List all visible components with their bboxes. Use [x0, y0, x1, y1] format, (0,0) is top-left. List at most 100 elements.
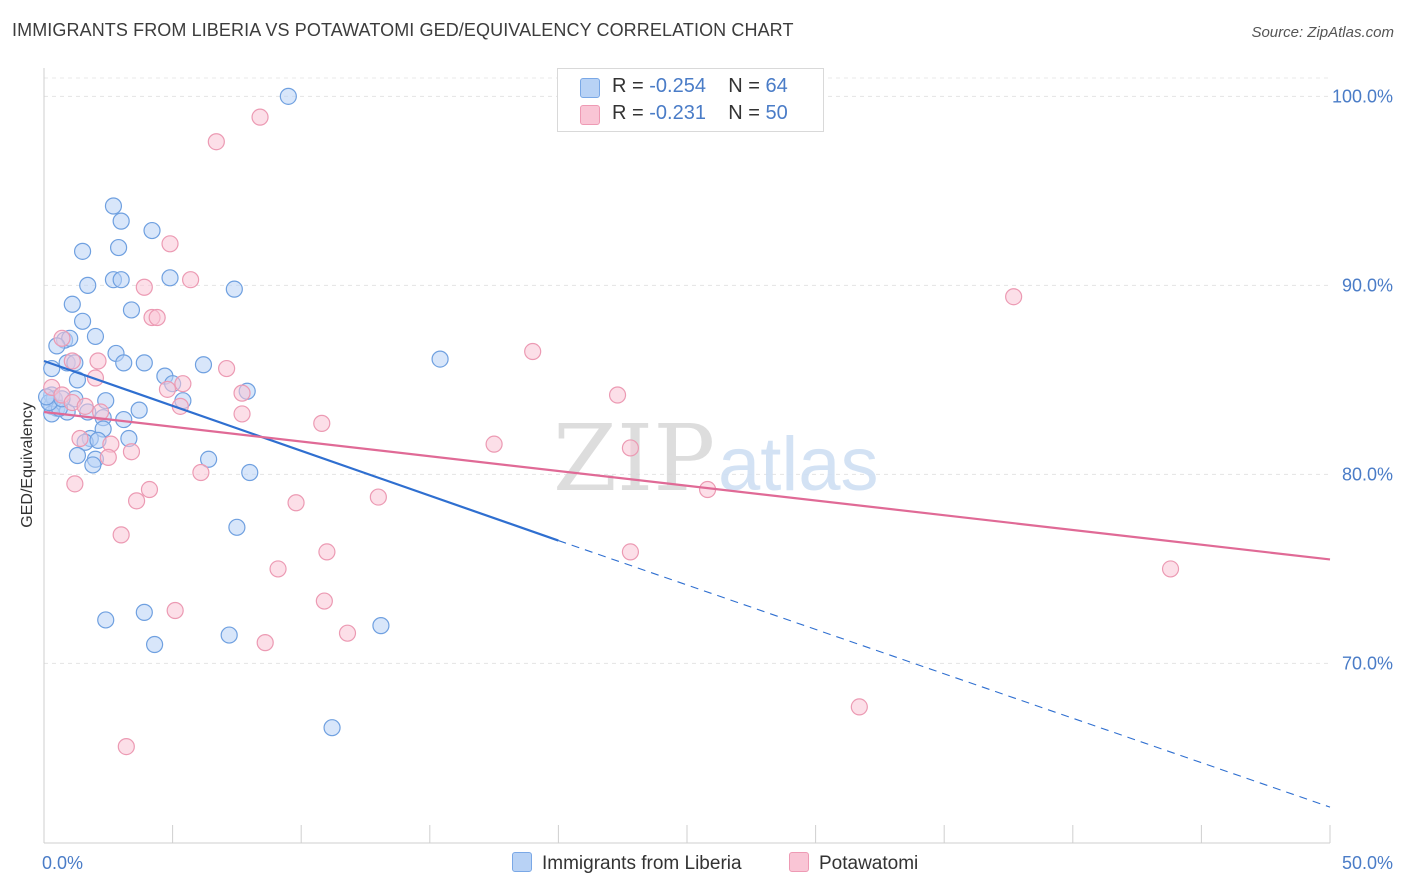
point-series0-56 — [135, 603, 153, 621]
point-series1-30 — [192, 463, 210, 482]
point-series0-5 — [73, 242, 92, 260]
point-series1-33 — [66, 475, 84, 493]
point-series0-21 — [115, 354, 133, 372]
point-series0-16 — [86, 327, 105, 346]
point-series1-26 — [71, 429, 89, 448]
point-series1-47 — [256, 634, 274, 652]
legend-swatch-potawatomi — [580, 105, 600, 125]
bottom-legend-potawatomi: Potawatomi — [789, 852, 918, 875]
y-tick-label-3: 70.0% — [1342, 653, 1393, 673]
point-series0-13 — [73, 312, 92, 330]
point-series1-48 — [850, 698, 868, 716]
gridlines — [44, 77, 1330, 664]
point-series0-7 — [112, 271, 130, 289]
point-series0-59 — [145, 635, 164, 654]
point-series0-36 — [130, 401, 148, 419]
watermark: ZIP atlas — [553, 405, 879, 512]
point-series1-36 — [287, 494, 305, 512]
point-series0-12 — [63, 295, 81, 313]
trend-extension-series0 — [558, 540, 1331, 808]
point-series1-6 — [148, 308, 166, 327]
point-series1-9 — [63, 352, 81, 370]
point-series1-37 — [369, 488, 387, 506]
watermark-zip: ZIP — [553, 405, 715, 512]
y-tick-label-2: 80.0% — [1342, 464, 1393, 484]
point-series1-29 — [99, 448, 117, 466]
x-tick-max: 50.0% — [1342, 853, 1393, 873]
point-series0-60 — [323, 719, 341, 737]
point-series1-8 — [53, 329, 71, 347]
point-series1-0 — [251, 108, 269, 126]
point-series0-50 — [228, 518, 246, 536]
y-axis-title: GED/Equivalency — [19, 402, 36, 527]
point-series0-49 — [241, 463, 259, 482]
point-series0-9 — [225, 280, 243, 298]
point-series1-10 — [89, 352, 107, 370]
point-series1-35 — [127, 492, 146, 510]
bottom-legend-swatch-liberia — [512, 852, 532, 872]
point-series1-39 — [112, 526, 130, 544]
point-series0-1 — [104, 197, 123, 215]
point-series1-41 — [269, 560, 287, 578]
point-series1-46 — [338, 624, 357, 642]
point-series0-58 — [372, 617, 390, 635]
point-series1-2 — [161, 235, 179, 253]
point-series1-7 — [1005, 288, 1023, 306]
point-series0-10 — [79, 276, 97, 294]
point-series1-12 — [524, 342, 542, 361]
point-series0-3 — [112, 212, 130, 230]
point-series1-15 — [174, 375, 192, 393]
x-tick-labels: 0.0% 50.0% — [42, 853, 1393, 873]
point-series1-32 — [621, 439, 640, 457]
point-series0-45 — [68, 446, 87, 465]
point-series1-49 — [117, 737, 135, 756]
point-series1-21 — [76, 397, 94, 415]
point-series0-47 — [84, 456, 102, 474]
point-series0-8 — [161, 269, 179, 287]
point-series0-2 — [109, 238, 128, 257]
y-tick-labels: 100.0% 90.0% 80.0% 70.0% — [1332, 86, 1393, 673]
legend-stats-potawatomi: R = -0.231 N = 50 — [612, 102, 788, 124]
legend: R = -0.254 N = 64 R = -0.231 N = 50 — [557, 68, 824, 132]
point-series0-22 — [135, 354, 153, 372]
point-series0-48 — [200, 450, 218, 468]
y-tick-label-0: 100.0% — [1332, 86, 1393, 106]
trend-lines — [43, 359, 1331, 808]
trend-line-series1 — [43, 410, 1331, 561]
point-series0-23 — [194, 356, 213, 374]
y-axis-label: GED/Equivalency — [19, 402, 36, 527]
axes — [43, 68, 1331, 844]
point-series0-57 — [220, 626, 238, 644]
point-series1-40 — [318, 543, 336, 561]
point-series1-24 — [233, 405, 251, 423]
point-series1-28 — [122, 443, 141, 461]
point-series1-23 — [91, 403, 110, 421]
point-series0-11 — [122, 301, 141, 319]
point-series1-3 — [182, 271, 200, 289]
point-series0-55 — [97, 611, 115, 629]
point-series1-34 — [140, 480, 159, 499]
point-series0-4 — [143, 221, 161, 240]
point-series1-43 — [1161, 560, 1180, 578]
point-series0-0 — [279, 87, 297, 105]
point-series1-44 — [315, 592, 333, 610]
point-series1-42 — [621, 543, 640, 561]
point-series1-45 — [166, 601, 184, 620]
point-series1-11 — [218, 359, 236, 378]
point-series1-14 — [158, 380, 177, 398]
x-tick-min: 0.0% — [42, 853, 83, 873]
bottom-legend-swatch-potawatomi — [789, 852, 809, 872]
bottom-legend-liberia: Immigrants from Liberia — [512, 852, 742, 875]
data-points — [37, 87, 1180, 756]
source-label: Source: ZipAtlas.com — [1251, 24, 1394, 41]
point-series1-25 — [313, 414, 331, 432]
point-series1-1 — [207, 133, 225, 151]
trend-line-series0 — [43, 359, 559, 542]
watermark-atlas: atlas — [718, 422, 879, 507]
bottom-legend-label-potawatomi: Potawatomi — [819, 853, 919, 874]
y-tick-label-1: 90.0% — [1342, 275, 1393, 295]
point-series1-4 — [135, 278, 153, 296]
chart-title: IMMIGRANTS FROM LIBERIA VS POTAWATOMI GE… — [12, 20, 794, 40]
point-series0-24 — [431, 350, 449, 368]
